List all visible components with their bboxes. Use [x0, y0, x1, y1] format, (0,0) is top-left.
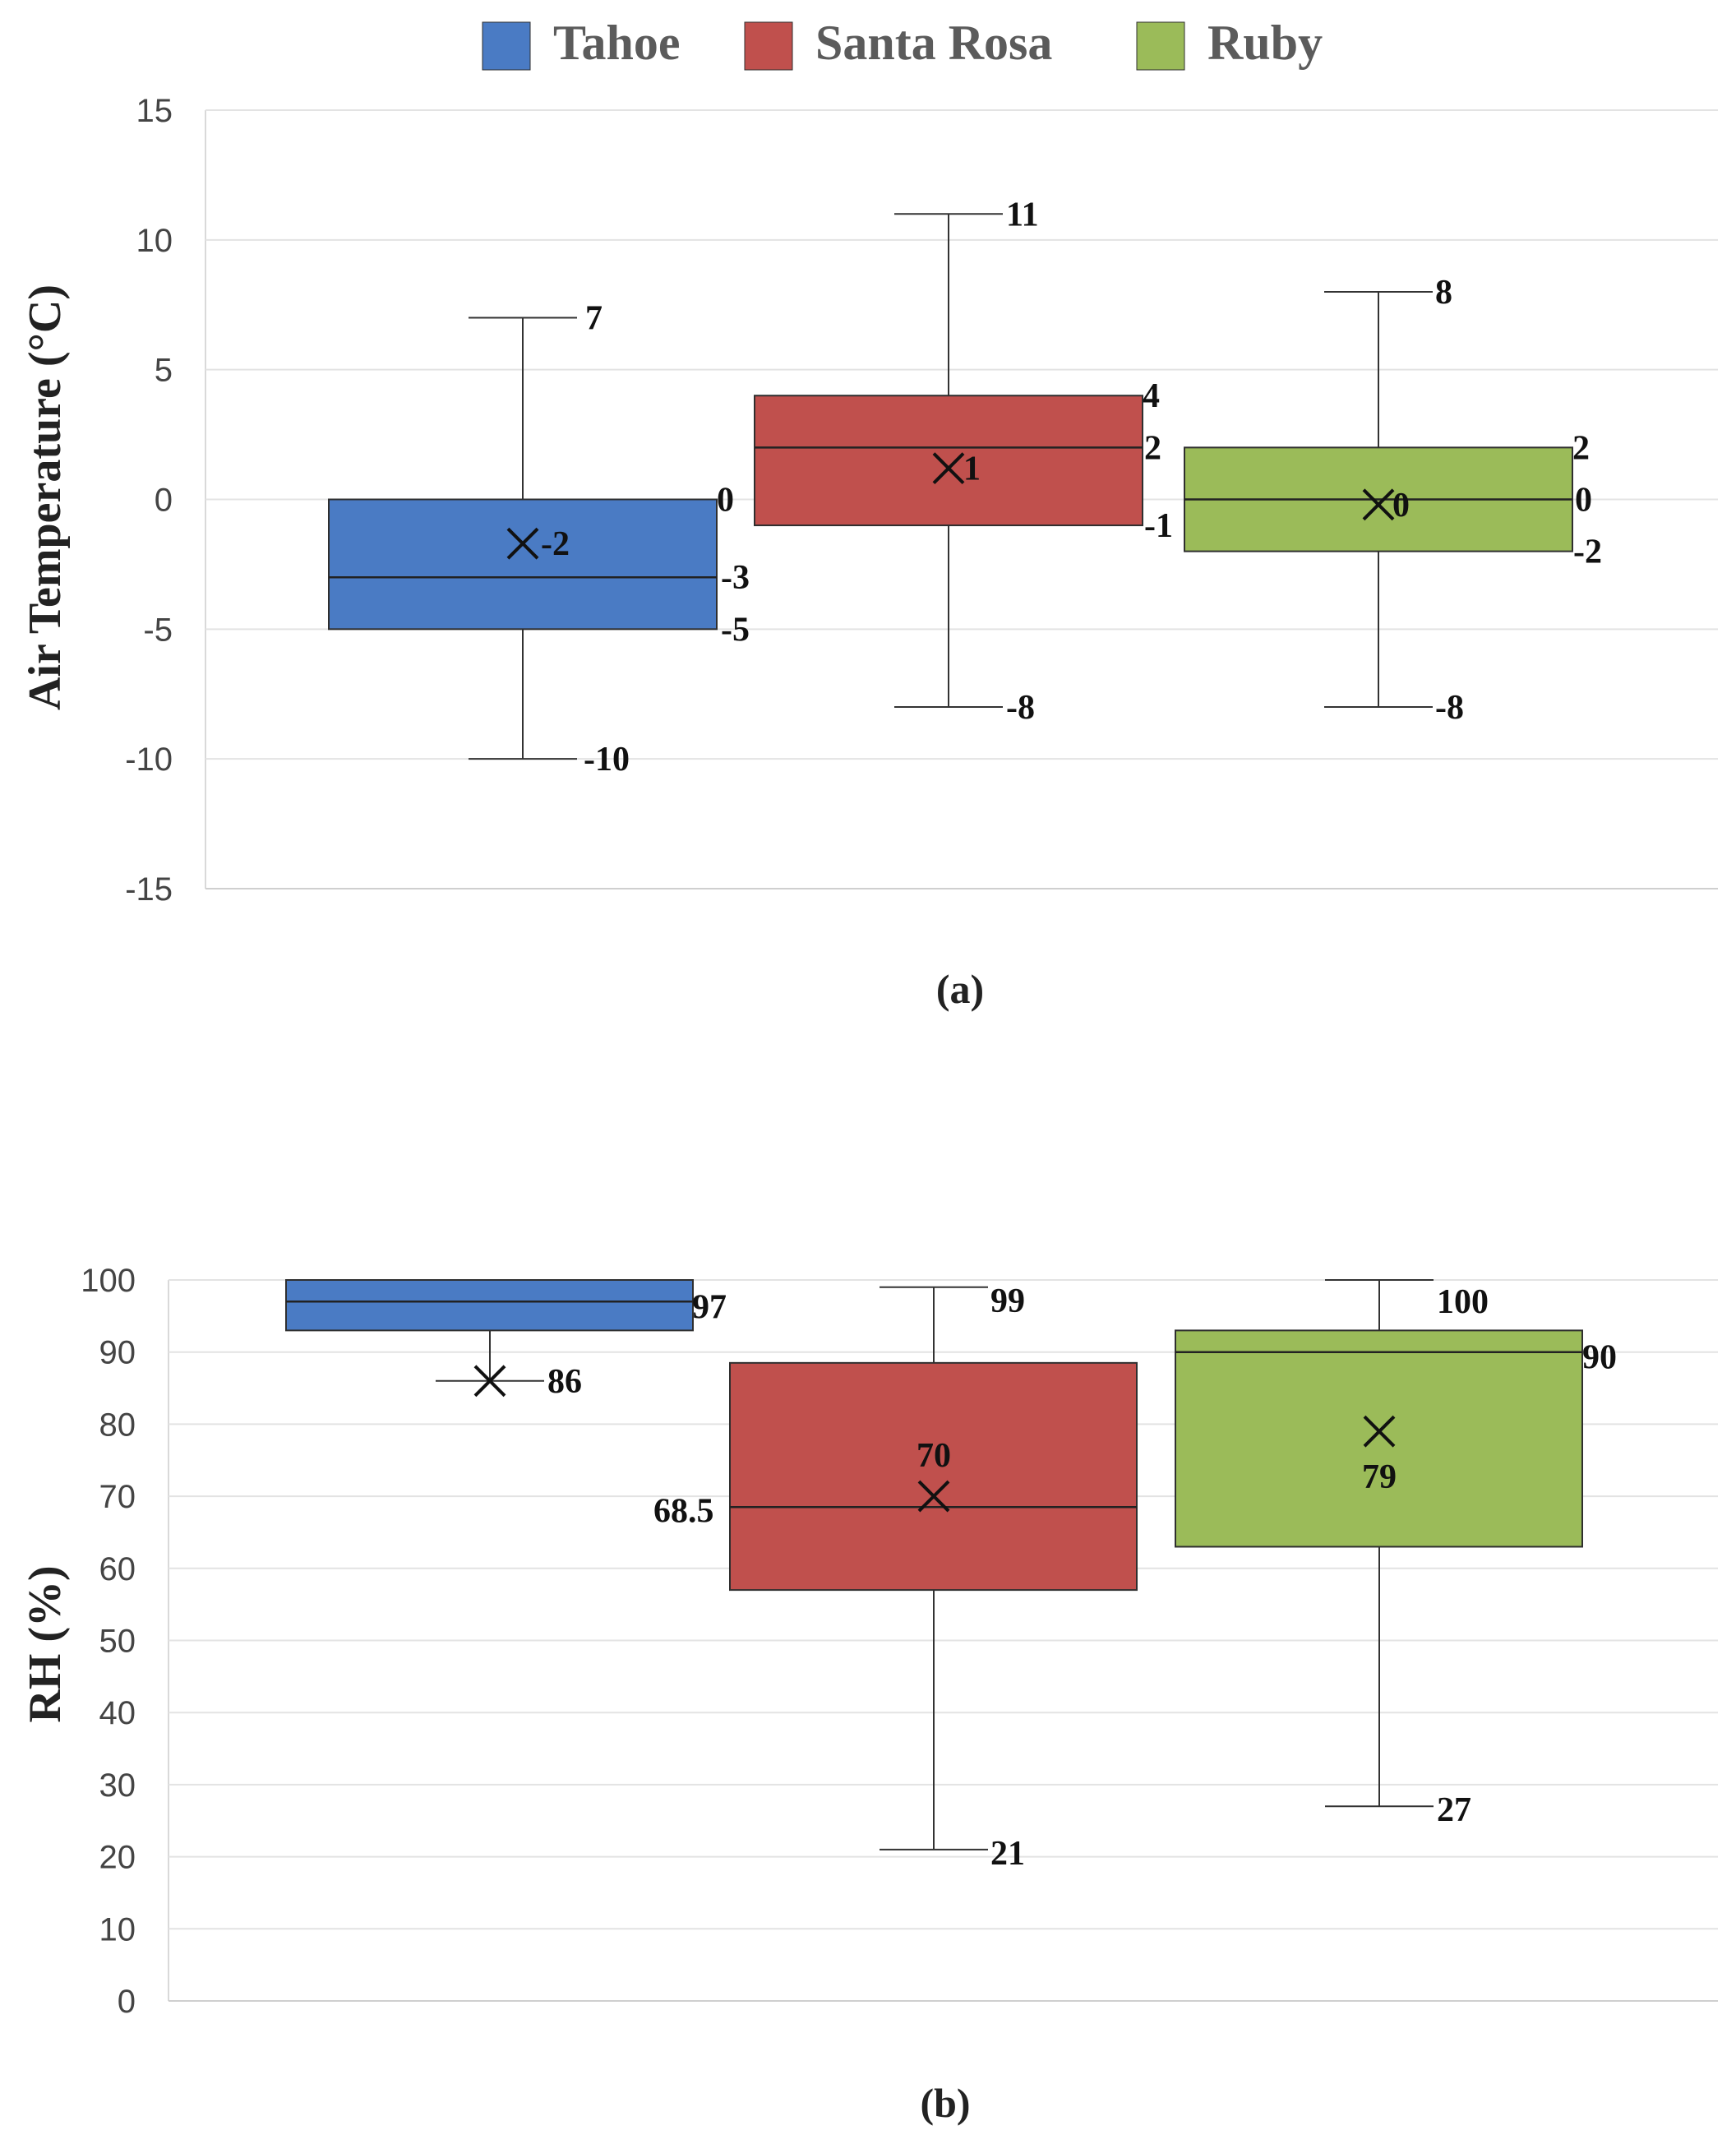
temp-panel-label: (a)	[936, 966, 984, 1012]
temp-tick-label-15: -15	[125, 871, 173, 908]
temp-tick-label-0: 0	[155, 483, 173, 519]
temp-tick-label-10: -10	[125, 742, 173, 778]
temp-data-label-santa-rosa-mean: 1	[963, 450, 981, 488]
temp-data-label-tahoe-q3: 0	[717, 482, 734, 520]
rh-box-ruby: 100 90 79 27	[1175, 1279, 1617, 1829]
temp-data-label-ruby-median: 0	[1575, 482, 1592, 520]
rh-data-label-ruby-mean: 79	[1362, 1458, 1397, 1496]
temp-data-label-ruby-min: -8	[1435, 689, 1464, 727]
temp-tick-label-10: 10	[136, 223, 173, 259]
rh-data-label-tahoe-mean: 86	[547, 1363, 582, 1401]
temp-tick-label-15: 15	[136, 93, 173, 129]
temp-data-label-santa-rosa-q3: 4	[1143, 377, 1160, 415]
legend-swatch-ruby	[1136, 21, 1185, 71]
rh-tick-label-90: 90	[99, 1335, 136, 1371]
rh-panel-label: (b)	[920, 2080, 970, 2126]
rh-box-tahoe: 97 86	[285, 1279, 727, 1401]
temp-data-label-tahoe-max: 7	[585, 300, 603, 338]
rh-mean-marker-ruby	[1363, 1415, 1396, 1448]
rh-tick-label-10: 10	[99, 1911, 136, 1947]
rh-data-label-ruby-max: 100	[1437, 1283, 1489, 1321]
rh-tick-label-100: 100	[81, 1263, 136, 1299]
rh-data-label-santa-rosa-median: 68.5	[653, 1492, 714, 1530]
legend-swatch-santa-rosa	[744, 21, 793, 71]
rh-box-body-santa-rosa	[729, 1361, 1138, 1592]
rh-y-axis-title: RH (%)	[20, 1565, 71, 1722]
rh-tick-label-30: 30	[99, 1767, 136, 1804]
temp-y-axis-title: Air Temperature (°C)	[20, 284, 71, 710]
temp-data-label-ruby-q3: 2	[1572, 429, 1590, 467]
rh-box-body-ruby	[1175, 1329, 1583, 1548]
temp-tick-label-5: -5	[143, 612, 173, 648]
legend-swatch-tahoe	[482, 21, 531, 71]
temp-data-label-tahoe-mean: -2	[541, 525, 570, 563]
temp-box-santa-rosa: 11 4 2 -1 -8 1	[754, 196, 1173, 727]
temp-box-ruby: 8 2 0 -2 -8 0	[1184, 274, 1602, 727]
temp-data-label-tahoe-q1: -5	[721, 611, 750, 649]
temp-mean-marker-santa-rosa	[932, 452, 965, 485]
legend-label-santa-rosa: Santa Rosa	[815, 16, 1052, 70]
legend: Tahoe Santa Rosa Ruby	[482, 16, 1323, 71]
temp-tick-label-5: 5	[155, 353, 173, 389]
temp-box-body-tahoe	[328, 498, 718, 631]
rh-data-label-santa-rosa-min: 21	[990, 1835, 1025, 1873]
rh-mean-marker-santa-rosa	[917, 1480, 950, 1513]
rh-tick-label-60: 60	[99, 1551, 136, 1587]
rh-tick-label-20: 20	[99, 1840, 136, 1876]
legend-label-ruby: Ruby	[1207, 16, 1323, 70]
temp-data-label-santa-rosa-median: 2	[1144, 429, 1161, 467]
rh-tick-label-70: 70	[99, 1479, 136, 1515]
rh-tick-label-50: 50	[99, 1624, 136, 1660]
temp-box-body-santa-rosa	[754, 395, 1143, 527]
temp-mean-marker-ruby	[1362, 488, 1395, 521]
rh-tick-label-80: 80	[99, 1407, 136, 1443]
temp-box-tahoe: 7 0 -3 -5 -10 -2	[328, 300, 750, 779]
temp-data-label-ruby-mean: 0	[1392, 487, 1410, 524]
rh-box-santa-rosa: 99 68.5 70 21	[653, 1282, 1138, 1873]
temp-data-label-ruby-max: 8	[1435, 274, 1452, 312]
temp-data-label-santa-rosa-q1: -1	[1144, 507, 1173, 545]
temp-data-label-ruby-q1: -2	[1573, 534, 1602, 571]
rh-data-label-santa-rosa-mean: 70	[916, 1437, 951, 1475]
rh-box-body-tahoe	[285, 1279, 694, 1332]
temp-data-label-santa-rosa-max: 11	[1006, 196, 1039, 233]
rh-data-label-ruby-median: 90	[1582, 1339, 1617, 1377]
rh-tick-label-40: 40	[99, 1695, 136, 1731]
temp-data-label-santa-rosa-min: -8	[1006, 689, 1035, 727]
rh-mean-marker-tahoe	[473, 1365, 506, 1398]
rh-data-label-tahoe-median: 97	[692, 1288, 727, 1326]
temp-data-label-tahoe-min: -10	[584, 741, 630, 779]
rh-data-label-santa-rosa-max: 99	[990, 1282, 1025, 1320]
temp-mean-marker-tahoe	[506, 527, 539, 560]
legend-label-tahoe: Tahoe	[553, 16, 681, 70]
rh-tick-label-0: 0	[118, 1984, 136, 2020]
rh-data-label-ruby-min: 27	[1437, 1791, 1471, 1829]
temp-data-label-tahoe-median: -3	[721, 559, 750, 597]
